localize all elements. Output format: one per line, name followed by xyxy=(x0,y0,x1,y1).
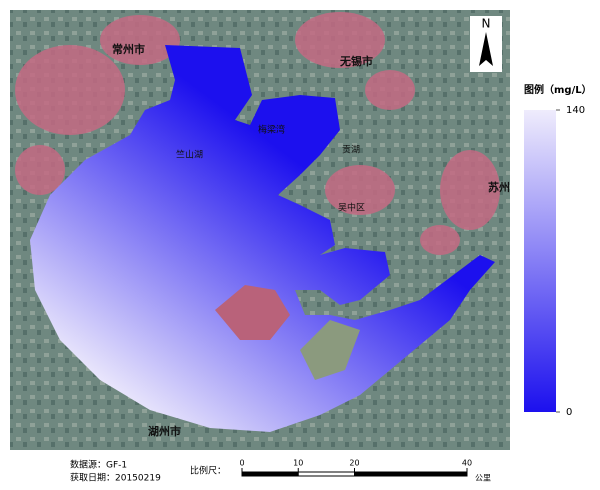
island xyxy=(215,285,290,340)
place-label: 吴中区 xyxy=(338,202,365,214)
legend-tick-label: 140 xyxy=(566,105,585,116)
peninsula xyxy=(300,320,360,380)
place-label: 无锡市 xyxy=(339,54,373,68)
north-arrow: N xyxy=(470,16,502,72)
lake xyxy=(30,45,495,432)
scale-label: 比例尺： xyxy=(190,465,226,477)
scale-unit: 公里 xyxy=(475,474,491,483)
legend-ticks: 140 0 xyxy=(556,105,585,418)
legend-tick-label: 0 xyxy=(566,407,572,418)
footer-date: 获取日期：20150219 xyxy=(70,473,161,484)
scale-bar-segment xyxy=(242,472,299,476)
place-label: 贡湖 xyxy=(342,145,360,156)
scale-tick-label: 0 xyxy=(239,459,244,468)
legend-title: 图例（mg/L） xyxy=(524,83,592,96)
place-label: 竺山湖 xyxy=(176,149,203,161)
place-label: 苏州 xyxy=(488,180,510,194)
place-label: 梅梁湾 xyxy=(258,124,285,136)
scale-tick-label: 40 xyxy=(462,459,472,468)
north-label: N xyxy=(482,17,491,31)
scale-bar-segment xyxy=(354,472,467,476)
scale-tick-label: 20 xyxy=(349,459,359,468)
place-label: 湖州市 xyxy=(148,424,181,438)
scale-tick-label: 10 xyxy=(293,459,303,468)
north-arrow-shape xyxy=(479,32,493,66)
place-label: 常州市 xyxy=(112,42,145,56)
legend-colorbar xyxy=(524,110,556,412)
footer-source: 数据源：GF-1 xyxy=(70,459,127,471)
